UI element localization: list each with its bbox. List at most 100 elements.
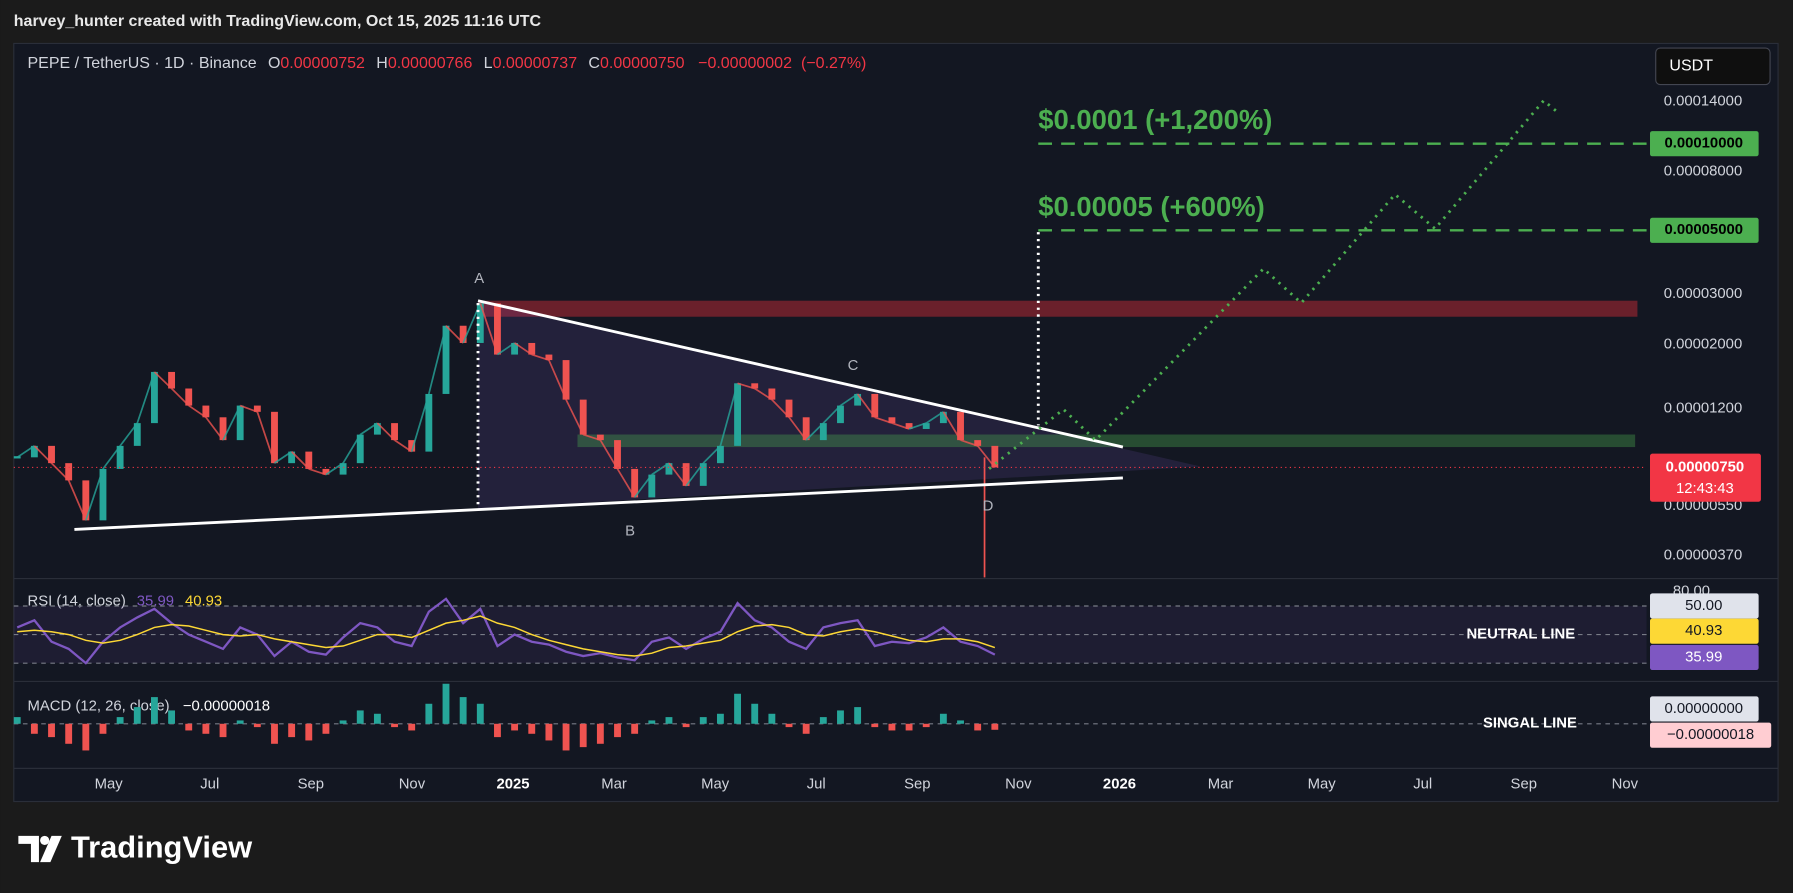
triangle-fill <box>478 300 1201 509</box>
trendline-upper <box>477 299 1124 449</box>
countdown: 12:43:43 <box>1676 481 1734 497</box>
resistance-zone <box>478 300 1638 317</box>
candle <box>819 423 827 441</box>
rsi-badge-label: 35.99 <box>1685 649 1722 665</box>
x-tick-label: May <box>1308 776 1337 792</box>
macd-bar <box>30 723 38 734</box>
candle <box>922 423 930 429</box>
macd-bar <box>511 723 519 731</box>
rsi-badge <box>1650 644 1759 671</box>
x-tick-label: Sep <box>904 776 930 792</box>
x-tick-label: May <box>95 776 124 792</box>
candle <box>408 440 416 452</box>
macd-badge <box>1650 696 1759 722</box>
x-tick-label: Jul <box>807 776 826 792</box>
rsi-ma-line <box>17 615 996 657</box>
candle <box>202 405 210 418</box>
x-tick-label: May <box>701 776 730 792</box>
macd-badge-label: −0.00000018 <box>1667 727 1754 743</box>
macd-bar <box>802 723 810 734</box>
candle <box>373 423 381 435</box>
ohlc-key: O <box>268 55 280 72</box>
target-badge-label: 0.00010000 <box>1664 136 1743 152</box>
macd-bar <box>356 710 364 724</box>
macd-bar <box>734 693 741 724</box>
candle <box>459 325 467 343</box>
candle <box>116 445 124 469</box>
candle <box>253 405 261 412</box>
macd-badge <box>1650 722 1772 748</box>
rsi-badge-label: 50.00 <box>1685 598 1722 614</box>
x-tick-label: 2026 <box>1103 776 1136 792</box>
candle <box>494 303 501 355</box>
macd-bar <box>562 723 570 751</box>
candle <box>185 388 193 406</box>
x-tick-label: Jul <box>200 776 219 792</box>
candle <box>716 445 724 464</box>
macd-bar <box>751 703 759 724</box>
macd-bar <box>99 723 107 734</box>
candle <box>802 417 810 441</box>
candle <box>854 393 862 406</box>
macd-bar <box>425 703 433 724</box>
macd-bar <box>48 723 55 738</box>
change-pct: (−0.27%) <box>801 55 866 72</box>
candle <box>682 463 690 486</box>
macd-bar <box>837 710 844 724</box>
logo-mark <box>40 835 50 845</box>
ohlc-value: 0.00000750 <box>600 55 685 72</box>
candle <box>648 474 656 498</box>
candle <box>751 383 759 389</box>
macd-bar <box>768 713 776 724</box>
macd-bar <box>150 697 158 724</box>
currency-label[interactable]: USDT <box>1669 58 1713 75</box>
x-tick-label: Jul <box>1413 776 1432 792</box>
signal-annotation: SINGAL LINE <box>1483 716 1577 732</box>
candle <box>168 371 176 389</box>
macd-value: −0.00000018 <box>183 699 270 715</box>
macd-bar <box>579 723 587 748</box>
brand-logo: TradingView <box>18 830 253 865</box>
price-badge <box>1650 453 1761 502</box>
point-label: A <box>474 271 484 287</box>
macd-bar <box>82 723 90 751</box>
y-tick-label: 0.00008000 <box>1664 163 1743 179</box>
rsi-title: RSI (14, close) <box>28 593 126 609</box>
candle <box>150 371 158 424</box>
macd-bar <box>957 720 964 724</box>
brand: TradingView <box>71 830 253 865</box>
ohlc-key: L <box>484 55 493 72</box>
logo-mark <box>18 835 39 863</box>
candle <box>991 445 999 468</box>
candle <box>356 434 364 464</box>
candle <box>30 445 38 458</box>
macd-bar <box>476 703 484 724</box>
candle <box>957 411 964 441</box>
macd-bar <box>819 717 827 724</box>
x-tick-label: Mar <box>1208 776 1234 792</box>
rsi-badge-label: 40.93 <box>1685 623 1722 639</box>
macd-bar <box>271 723 278 744</box>
candle <box>905 423 913 429</box>
candle <box>734 383 741 446</box>
macd-bar <box>648 720 656 724</box>
y-tick-label: 0.00014000 <box>1664 94 1743 110</box>
ohlc-value: 0.00000737 <box>493 55 578 72</box>
candle <box>133 423 141 446</box>
ohlc-value: 0.00000752 <box>280 55 365 72</box>
macd-bar <box>631 723 639 734</box>
macd-badge-label: 0.00000000 <box>1664 701 1743 717</box>
candle <box>511 342 519 355</box>
candle <box>837 405 844 424</box>
rsi-value: 35.99 <box>137 593 174 609</box>
macd-bar <box>339 720 347 724</box>
candle <box>48 445 55 464</box>
macd-legend: MACD (12, 26, close) −0.00000018 <box>28 699 271 715</box>
candle <box>888 417 896 424</box>
price-badge-label: 0.00000750 <box>1666 459 1745 475</box>
currency-button[interactable] <box>1655 47 1771 86</box>
macd-bar <box>65 723 73 744</box>
neutral-annotation: NEUTRAL LINE <box>1466 627 1575 643</box>
target-badge <box>1650 217 1759 243</box>
macd-bar <box>854 707 862 724</box>
